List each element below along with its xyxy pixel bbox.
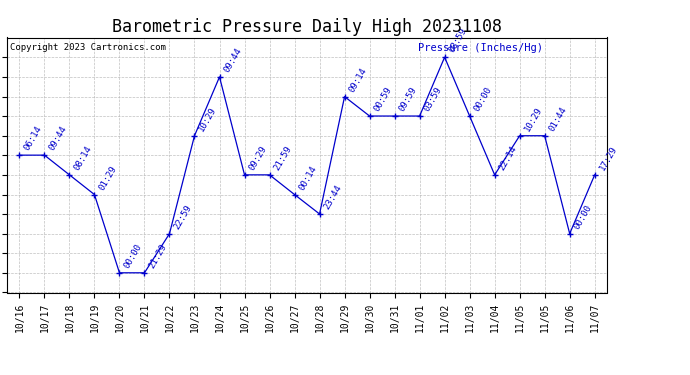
Text: 23:44: 23:44 bbox=[322, 183, 344, 211]
Text: 03:59: 03:59 bbox=[422, 86, 444, 113]
Text: 21:59: 21:59 bbox=[273, 144, 293, 172]
Text: 22:14: 22:14 bbox=[497, 144, 519, 172]
Text: 22:59: 22:59 bbox=[172, 203, 193, 231]
Text: 08:14: 08:14 bbox=[72, 144, 93, 172]
Text: 08:59: 08:59 bbox=[447, 27, 469, 54]
Text: 00:00: 00:00 bbox=[573, 203, 593, 231]
Text: 06:14: 06:14 bbox=[22, 124, 43, 152]
Text: 09:44: 09:44 bbox=[222, 46, 244, 74]
Text: 09:29: 09:29 bbox=[247, 144, 268, 172]
Text: 09:14: 09:14 bbox=[347, 66, 368, 94]
Text: 17:29: 17:29 bbox=[598, 144, 619, 172]
Text: 09:44: 09:44 bbox=[47, 124, 68, 152]
Text: 00:14: 00:14 bbox=[297, 164, 319, 192]
Text: 00:59: 00:59 bbox=[373, 86, 393, 113]
Text: 01:29: 01:29 bbox=[97, 164, 119, 192]
Text: Pressure (Inches/Hg): Pressure (Inches/Hg) bbox=[418, 43, 543, 52]
Text: 10:29: 10:29 bbox=[197, 105, 219, 133]
Text: 00:00: 00:00 bbox=[473, 86, 493, 113]
Text: 10:29: 10:29 bbox=[522, 105, 544, 133]
Text: 00:00: 00:00 bbox=[122, 242, 144, 270]
Text: 21:29: 21:29 bbox=[147, 242, 168, 270]
Text: Copyright 2023 Cartronics.com: Copyright 2023 Cartronics.com bbox=[10, 43, 166, 52]
Text: 01:44: 01:44 bbox=[547, 105, 569, 133]
Title: Barometric Pressure Daily High 20231108: Barometric Pressure Daily High 20231108 bbox=[112, 18, 502, 36]
Text: 09:59: 09:59 bbox=[397, 86, 419, 113]
